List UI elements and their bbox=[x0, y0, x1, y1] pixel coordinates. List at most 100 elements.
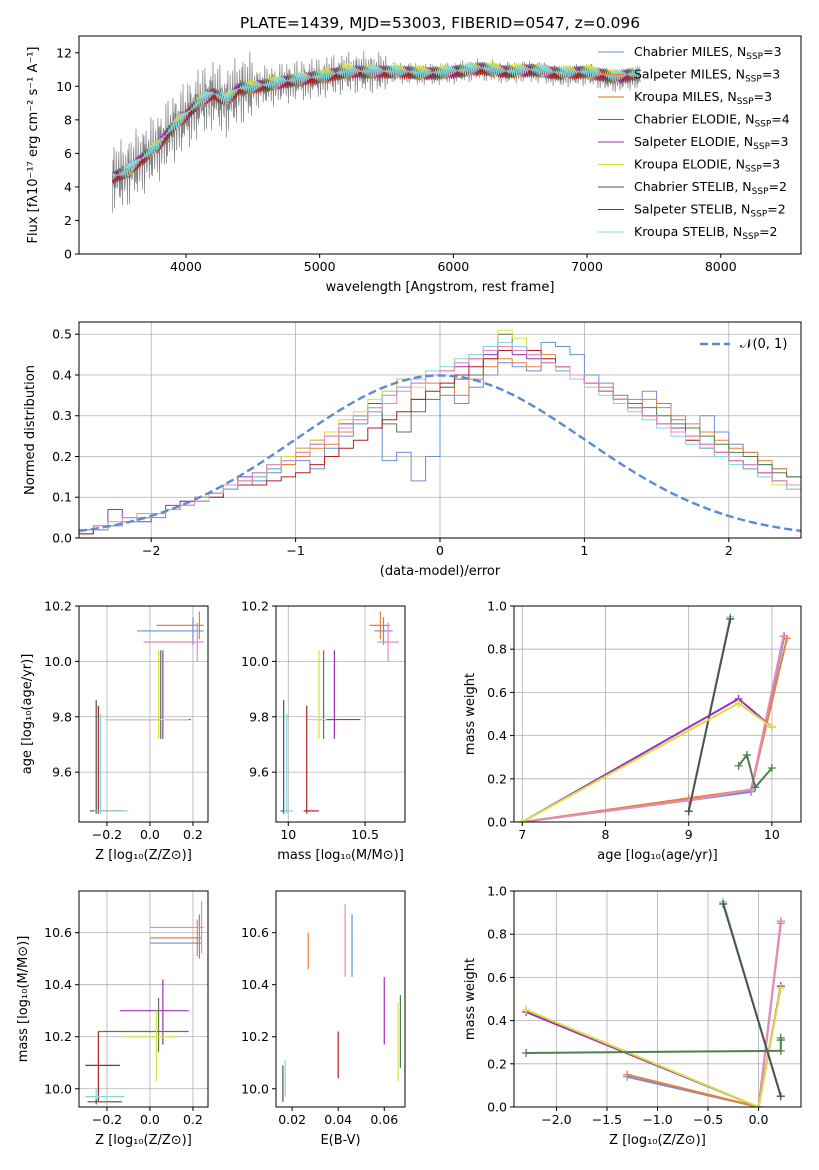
x-tick-label: 10.5 bbox=[351, 827, 379, 842]
y-tick-label: 0.4 bbox=[487, 728, 507, 743]
mass-weight-line bbox=[722, 903, 782, 1097]
legend-label-sub: SSP bbox=[745, 165, 762, 175]
y-axis-label: mass weight bbox=[463, 673, 478, 755]
legend-label-tail: =3 bbox=[762, 67, 780, 82]
panel-age-vs-mass: 10 10.5 9.6 9.8 10.0 10.2 mass [log₁₀(M/M⊙)] bbox=[241, 599, 406, 863]
legend-label: Chabrier ELODIE, NSSP=4 bbox=[634, 112, 790, 130]
plot-area bbox=[282, 904, 401, 1102]
y-tick-label: 10.6 bbox=[44, 925, 72, 940]
x-tick-label: 1 bbox=[580, 543, 588, 558]
legend-label-tail: =3 bbox=[762, 157, 780, 172]
mass-weight-marker bbox=[726, 614, 735, 623]
mass-weight-marker bbox=[767, 764, 776, 772]
y-tick-label: 10.2 bbox=[44, 1029, 72, 1044]
x-tick-label: 9 bbox=[685, 827, 693, 842]
y-tick-label: 0.6 bbox=[487, 685, 507, 700]
axes-frame bbox=[78, 35, 802, 255]
histogram-step bbox=[79, 333, 801, 535]
legend-label-tail: =4 bbox=[771, 112, 789, 127]
x-tick-label: 8 bbox=[602, 827, 610, 842]
mass-weight-line bbox=[626, 921, 782, 1107]
x-tick-label: 7 bbox=[518, 827, 526, 842]
mass-weight-marker bbox=[623, 1070, 632, 1079]
mass-weight-line bbox=[525, 988, 782, 1107]
mass-weight-marker bbox=[776, 1046, 785, 1055]
panel-residuals: 𝒩(0, 1) −2 −1 0 1 2 0.0 0.1 0.2 0.3 0.4 0.5 (data-mo… bbox=[23, 321, 802, 579]
y-tick-label: 10.2 bbox=[44, 599, 72, 614]
x-tick-label: 0.06 bbox=[370, 1112, 398, 1127]
panel-mass-weight-vs-z: −2.0 −1.5 −1.0 −0.5 0.0 0.0 0.2 0.4 0.6 0.8 1.0 Z [… bbox=[463, 884, 802, 1148]
legend-label-tail: =3 bbox=[754, 89, 772, 104]
y-tick-label: 10.0 bbox=[241, 654, 269, 669]
x-tick-label: 6000 bbox=[437, 259, 469, 274]
y-tick-label: 0.0 bbox=[487, 1100, 507, 1115]
histogram-step bbox=[79, 341, 801, 531]
y-tick-label: 0 bbox=[64, 247, 72, 262]
y-tick-label: 0.1 bbox=[52, 490, 72, 505]
legend-label-sub: SSP bbox=[750, 210, 767, 220]
y-tick-label: 0.0 bbox=[52, 531, 72, 546]
panel-age-vs-z: −0.2 0.0 0.2 9.6 9.8 10.0 10.2 Z [log₁₀(Z/Z⊙)] a… bbox=[20, 599, 209, 863]
y-tick-label: 0.6 bbox=[487, 970, 507, 985]
mass-weight-marker bbox=[779, 632, 788, 641]
y-axis-label: mass [log₁₀(M/M⊙)] bbox=[16, 936, 31, 1063]
x-tick-label: −0.2 bbox=[92, 1112, 122, 1127]
y-tick-label: 10.6 bbox=[241, 925, 269, 940]
mass-weight-marker bbox=[684, 807, 693, 816]
chart-title: PLATE=1439, MJD=53003, FIBERID=0547, z=0… bbox=[240, 14, 640, 32]
legend-label-main: Kroupa STELIB, N bbox=[634, 224, 742, 239]
y-tick-label: 10.0 bbox=[241, 1081, 269, 1096]
y-tick-label: 9.6 bbox=[52, 765, 72, 780]
x-tick-label: −1.0 bbox=[642, 1112, 672, 1127]
legend-label: Kroupa ELODIE, NSSP=3 bbox=[634, 157, 780, 175]
y-tick-label: 0.4 bbox=[52, 367, 72, 382]
x-tick-label: 0.0 bbox=[140, 1112, 160, 1127]
legend-label-main: Chabrier ELODIE, N bbox=[634, 112, 754, 127]
x-axis-label: (data-model)/error bbox=[380, 564, 501, 579]
y-tick-label: 12 bbox=[56, 45, 72, 60]
legend-label-main: Kroupa ELODIE, N bbox=[634, 157, 745, 172]
axes-frame bbox=[78, 605, 209, 823]
mass-weight-line bbox=[522, 638, 788, 822]
mass-weight-marker bbox=[754, 1103, 763, 1107]
legend-label-sub: SSP bbox=[745, 75, 762, 85]
plot-area bbox=[85, 901, 204, 1105]
x-tick-label: −0.5 bbox=[693, 1112, 723, 1127]
mass-weight-marker bbox=[767, 722, 776, 731]
x-tick-label: 0.2 bbox=[183, 827, 203, 842]
y-tick-label: 8 bbox=[64, 112, 72, 127]
y-tick-label: 9.8 bbox=[52, 709, 72, 724]
panel-mass-weight-vs-age: 7 8 9 10 0.0 0.2 0.4 0.6 0.8 1.0 age [log₁₀(age/yr… bbox=[463, 599, 802, 863]
x-tick-label: 5000 bbox=[304, 259, 336, 274]
y-tick-label: 2 bbox=[64, 213, 72, 228]
x-axis-label: wavelength [Angstrom, rest frame] bbox=[326, 280, 555, 295]
y-tick-label: 9.6 bbox=[249, 765, 269, 780]
mass-weight-line bbox=[737, 752, 773, 790]
legend-label-main: Salpeter ELODIE, N bbox=[634, 134, 753, 149]
y-tick-label: 10.2 bbox=[241, 1029, 269, 1044]
mass-weight-line bbox=[757, 921, 782, 1107]
x-tick-label: 10 bbox=[764, 827, 780, 842]
panel-mass-vs-z: −0.2 0.0 0.2 10.0 10.2 10.4 10.6 Z [log₁₀(Z/Z⊙)… bbox=[16, 890, 209, 1148]
x-axis-label: Z [log₁₀(Z/Z⊙)] bbox=[95, 848, 192, 863]
x-tick-label: 0.02 bbox=[278, 1112, 306, 1127]
legend-label-main: Salpeter STELIB, N bbox=[634, 202, 750, 217]
plot-area bbox=[89, 611, 204, 814]
mass-weight-marker bbox=[742, 751, 751, 760]
mass-weight-marker bbox=[776, 1092, 785, 1101]
grid bbox=[514, 890, 801, 1108]
y-tick-label: 10.0 bbox=[44, 1081, 72, 1096]
x-tick-label: −0.2 bbox=[92, 827, 122, 842]
legend-label-main: Salpeter MILES, N bbox=[634, 67, 745, 82]
x-tick-label: 7000 bbox=[571, 259, 603, 274]
mass-weight-line bbox=[522, 635, 785, 822]
legend-label-main: Chabrier MILES, N bbox=[634, 44, 746, 59]
y-tick-label: 0.4 bbox=[487, 1013, 507, 1028]
y-tick-label: 0.5 bbox=[52, 327, 72, 342]
y-tick-label: 0.2 bbox=[52, 449, 72, 464]
x-tick-label: −2 bbox=[142, 543, 160, 558]
y-tick-label: 6 bbox=[64, 146, 72, 161]
x-tick-label: −1 bbox=[286, 543, 304, 558]
mass-weight-marker bbox=[747, 785, 756, 794]
